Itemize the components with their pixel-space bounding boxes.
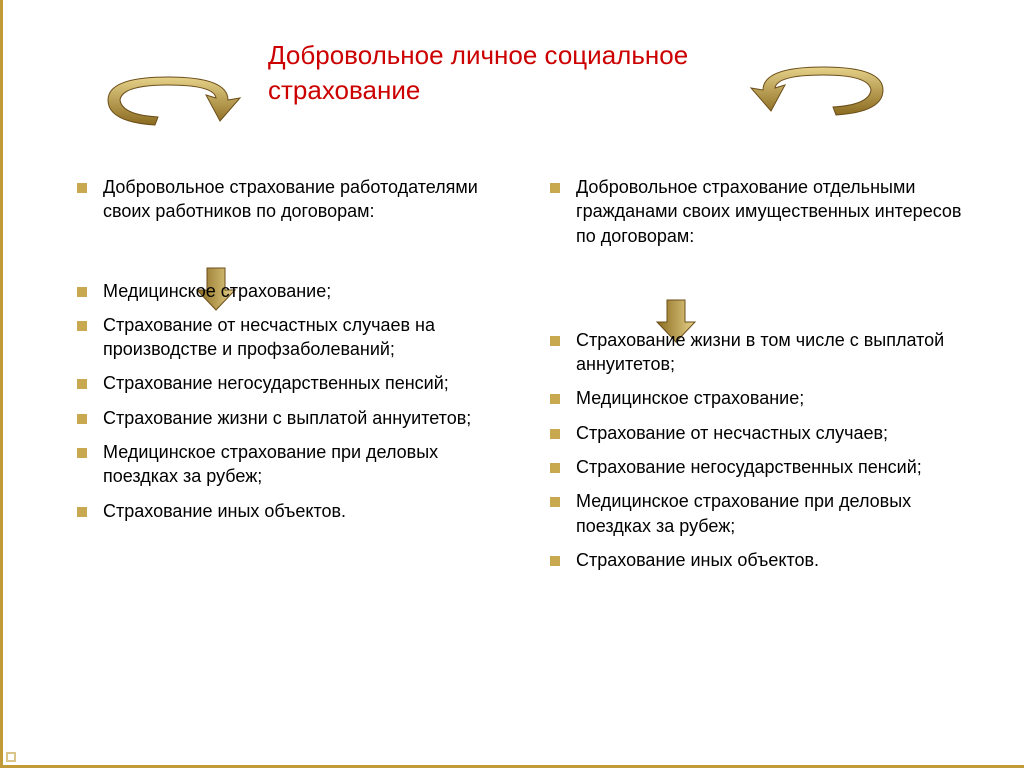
left-header: Добровольное страхование работодателями … [73,175,491,224]
list-item: Страхование жизни в том числе с выплатой… [546,328,964,377]
list-item: Страхование от несчастных случаев; [546,421,964,445]
columns: Добровольное страхование работодателями … [73,175,964,582]
right-header: Добровольное страхование отдельными граж… [546,175,964,248]
list-item: Медицинское страхование; [546,386,964,410]
slide-title: Добровольное личное социальное страхован… [268,38,708,108]
curved-arrow-right-icon [743,55,903,135]
list-item: Страхование жизни с выплатой аннуитетов; [73,406,491,430]
list-item: Медицинское страхование при деловых поез… [546,489,964,538]
list-item: Страхование от несчастных случаев на про… [73,313,491,362]
list-item: Медицинское страхование; [73,279,491,303]
left-column: Добровольное страхование работодателями … [73,175,491,582]
list-item: Медицинское страхование при деловых поез… [73,440,491,489]
right-list: Добровольное страхование отдельными граж… [546,175,964,572]
list-item: Страхование негосударственных пенсий; [73,371,491,395]
border-decoration [6,752,16,762]
curved-arrow-left-icon [88,65,248,135]
list-item: Страхование негосударственных пенсий; [546,455,964,479]
list-item: Страхование иных объектов. [73,499,491,523]
slide: Добровольное личное социальное страхован… [0,0,1024,768]
left-list: Добровольное страхование работодателями … [73,175,491,523]
right-column: Добровольное страхование отдельными граж… [546,175,964,582]
list-item: Страхование иных объектов. [546,548,964,572]
